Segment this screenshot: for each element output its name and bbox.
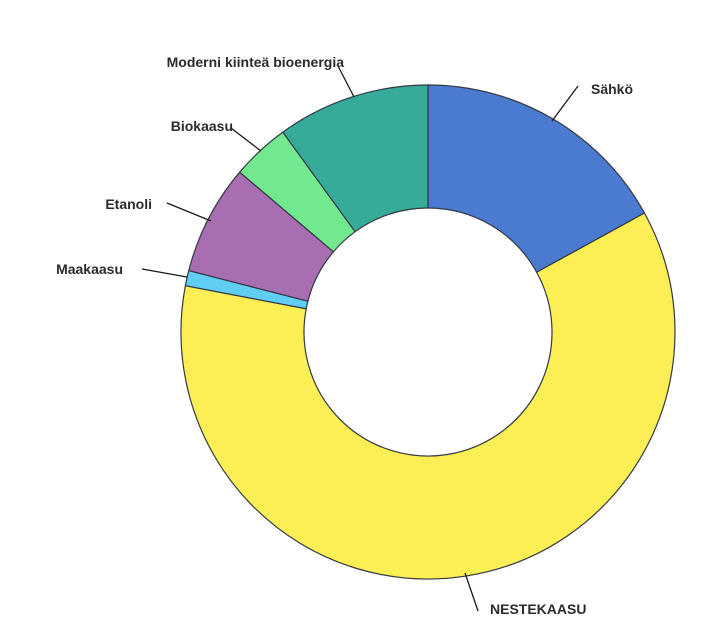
leader-line-maakaasu bbox=[141, 268, 188, 278]
segment-label-etanoli: Etanoli bbox=[105, 196, 152, 212]
segment-label-biokaasu: Biokaasu bbox=[170, 118, 233, 134]
segment-sahko[interactable] bbox=[427, 84, 646, 273]
segment-label-nestekaasu: NESTEKAASU bbox=[490, 601, 587, 617]
label-leader-lines bbox=[141, 65, 579, 612]
leader-line-sahko bbox=[551, 85, 579, 122]
segment-label-maakaasu: Maakaasu bbox=[56, 261, 123, 277]
leader-line-etanoli bbox=[166, 202, 212, 222]
segment-label-sahko: Sähkö bbox=[591, 81, 634, 97]
leader-line-biokaasu bbox=[230, 127, 262, 152]
segment-moderni-kiintea-bioenergia[interactable] bbox=[282, 84, 429, 233]
donut-segments bbox=[180, 84, 676, 580]
segment-label-moderni-kiintea-bioenergia: Moderni kiinteä bioenergia bbox=[166, 54, 344, 70]
segment-nestekaasu[interactable] bbox=[180, 212, 676, 580]
leader-line-moderni-kiintea-bioenergia bbox=[337, 65, 355, 98]
leader-line-nestekaasu bbox=[464, 572, 479, 612]
